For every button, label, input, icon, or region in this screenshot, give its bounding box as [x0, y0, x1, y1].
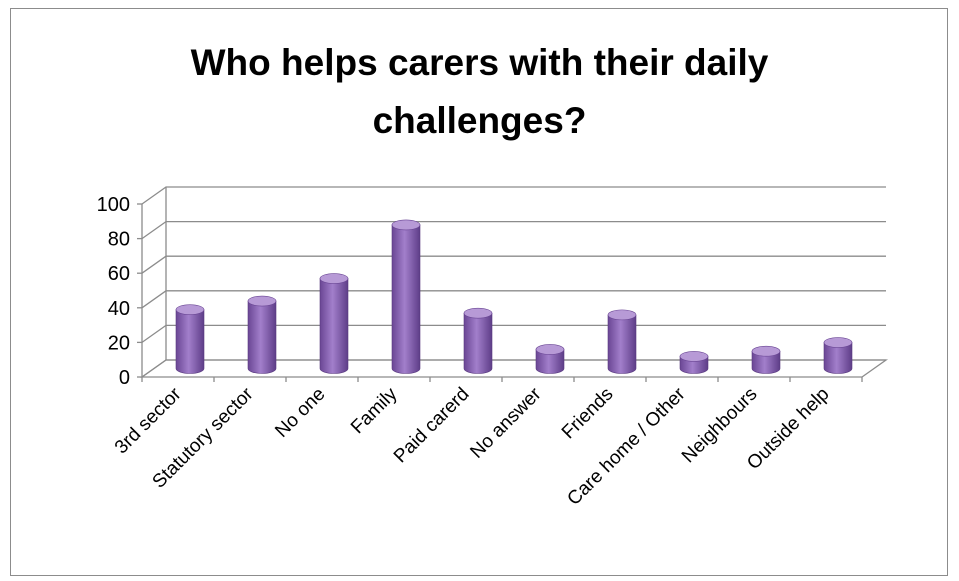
- bar: [607, 309, 637, 374]
- bar: [319, 273, 349, 374]
- bar: [751, 345, 781, 374]
- gridline: [141, 324, 886, 343]
- x-category-label: No answer: [466, 383, 546, 463]
- bar: [823, 337, 853, 374]
- bar-top: [319, 273, 349, 284]
- bar-body: [175, 309, 205, 374]
- x-category-label: Family: [347, 383, 402, 438]
- x-category-label: 3rd sector: [111, 383, 186, 458]
- y-tick-label: 60: [108, 263, 130, 285]
- x-category-label: Friends: [558, 384, 618, 444]
- x-category-label: Care home / Other: [563, 383, 690, 510]
- bar: [535, 344, 565, 374]
- gridline: [141, 255, 886, 274]
- bar-top: [391, 219, 421, 231]
- x-category-label: Paid carerd: [390, 384, 474, 468]
- bar-top: [679, 351, 709, 362]
- bar-body: [535, 349, 565, 374]
- y-tick-label: 20: [108, 332, 130, 354]
- bar-body: [247, 300, 277, 374]
- gridline: [141, 186, 886, 205]
- bar-body: [463, 312, 493, 374]
- bar: [679, 351, 709, 374]
- bar-top: [607, 309, 637, 321]
- bar-top: [823, 337, 853, 348]
- bar-body: [751, 350, 781, 374]
- bar-body: [391, 224, 421, 374]
- x-category-label: No one: [271, 384, 329, 442]
- y-tick-label: 80: [108, 229, 130, 251]
- chart-title-line-2: challenges?: [372, 100, 587, 141]
- gridline: [141, 359, 886, 378]
- y-tick-label: 100: [97, 194, 130, 216]
- bar-top: [247, 295, 277, 307]
- bar-body: [319, 278, 349, 374]
- y-tick-label: 0: [119, 367, 130, 389]
- bar-top: [751, 345, 781, 357]
- bar-body: [607, 314, 637, 374]
- bar-top: [175, 304, 205, 315]
- bar-body: [823, 342, 853, 374]
- chart-title-line-1: Who helps carers with their daily: [190, 42, 769, 83]
- bar-top: [463, 307, 493, 319]
- bar: [463, 307, 493, 374]
- bar: [391, 219, 421, 374]
- bar: [247, 295, 277, 374]
- gridline: [141, 220, 886, 240]
- gridline: [141, 290, 886, 309]
- bar: [175, 304, 205, 374]
- bar-top: [535, 344, 565, 355]
- y-tick-label: 40: [108, 298, 130, 320]
